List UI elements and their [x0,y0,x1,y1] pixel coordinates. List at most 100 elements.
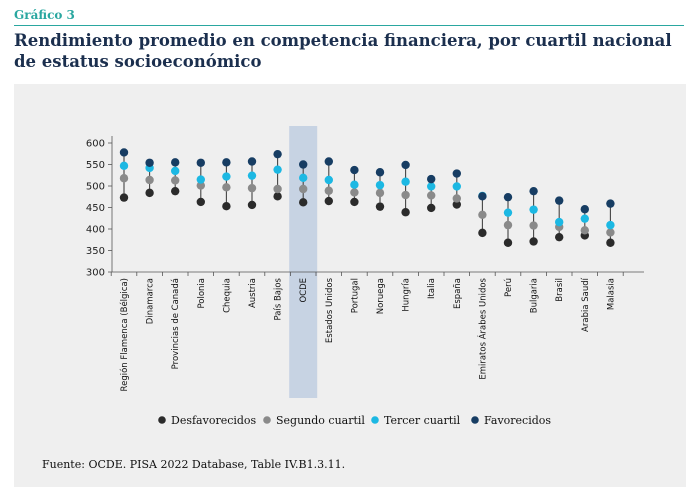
data-point [299,198,308,207]
data-point [606,228,615,237]
data-point [478,228,487,238]
y-tick-label: 550 [86,160,105,171]
legend-marker [263,416,271,424]
data-point [401,160,410,170]
legend-label: Desfavorecidos [171,414,257,427]
data-point [606,220,615,230]
data-point [222,158,231,167]
data-point [503,238,513,247]
data-point [427,191,436,200]
data-point [171,166,180,176]
data-point [375,168,385,177]
data-point [119,161,129,170]
data-point [299,184,308,194]
data-point [452,200,461,209]
data-point [580,226,589,235]
x-tick-label: Arabia Saudí [581,277,591,332]
data-point [555,232,564,242]
data-point [375,188,385,198]
data-point [478,210,487,220]
data-point [247,157,257,166]
legend-marker [371,416,379,424]
data-point [452,182,461,191]
x-tick-label: Región Flamenca (Bélgica) [119,278,130,391]
data-point [299,160,308,169]
data-point [145,175,154,185]
legend-marker [471,416,479,424]
data-point [580,214,589,223]
x-tick-label: Polonia [197,278,207,309]
data-point [324,186,333,195]
data-point [145,158,154,167]
x-tick-label: España [453,278,463,309]
legend-label: Favorecidos [484,414,551,427]
data-point [299,173,308,183]
data-point [196,197,205,207]
x-tick-label: Noruega [376,278,386,314]
x-tick-label: Bulgaria [530,278,540,313]
data-point [247,183,257,193]
x-tick-label: Austria [248,278,258,308]
data-point [427,174,436,184]
x-tick-label: Malasia [606,278,616,310]
source-note: Fuente: OCDE. PISA 2022 Database, Table … [42,458,346,471]
data-point [452,169,461,178]
x-tick-label: País Bajos [274,277,284,320]
x-tick-label: Hungría [402,278,412,312]
data-point [529,237,538,246]
data-point [350,197,359,207]
data-point [273,165,282,174]
y-tick-label: 300 [86,268,105,279]
data-point [222,183,231,192]
data-point [273,192,282,201]
data-point [401,177,410,186]
data-point [350,180,359,189]
x-tick-label: OCDE [299,278,309,303]
x-tick-label: Emiratos Árabes Unidos [476,277,488,379]
data-point [350,165,359,175]
x-tick-label: Perú [504,278,514,297]
data-point [222,172,231,181]
data-point [324,157,333,166]
data-point [171,186,180,196]
data-point [324,196,333,206]
data-point [247,171,257,180]
data-point [324,175,333,185]
data-point [503,192,513,202]
data-point [503,220,513,230]
y-tick-label: 500 [86,182,105,193]
data-point [350,188,359,197]
data-point [273,184,282,194]
data-point [529,186,538,196]
data-point [171,158,180,167]
x-tick-label: Estados Unidos [325,277,335,343]
y-tick-label: 450 [86,203,105,214]
header-rule [14,25,684,26]
y-tick-label: 600 [86,139,105,150]
data-point [529,205,538,214]
data-point [555,196,564,205]
data-point [401,190,410,200]
data-point [247,200,257,210]
y-tick-label: 350 [86,246,105,257]
data-point [503,208,513,217]
data-point [119,148,129,157]
x-tick-label: Dinamarca [146,278,156,324]
y-tick-label: 400 [86,225,105,236]
x-tick-label: Chequia [222,278,232,313]
data-point [452,194,461,203]
data-point [529,221,538,230]
data-point [375,180,385,190]
x-tick-label: Provincias de Canadá [171,278,181,369]
chart-svg: 300 350 400 450 500 550 600 Región Flamenca (Bé… [86,126,644,427]
data-point [196,181,205,190]
x-tick-label: Italia [427,278,437,299]
data-point [171,176,180,185]
data-point [478,192,487,201]
figure-label: Gráfico 3 [14,8,75,22]
data-point [222,202,231,211]
chart-panel: 300 350 400 450 500 550 600 Región Flamenca (Bé… [14,84,686,487]
data-point [196,158,205,167]
data-point [145,188,154,198]
data-point [580,205,589,214]
